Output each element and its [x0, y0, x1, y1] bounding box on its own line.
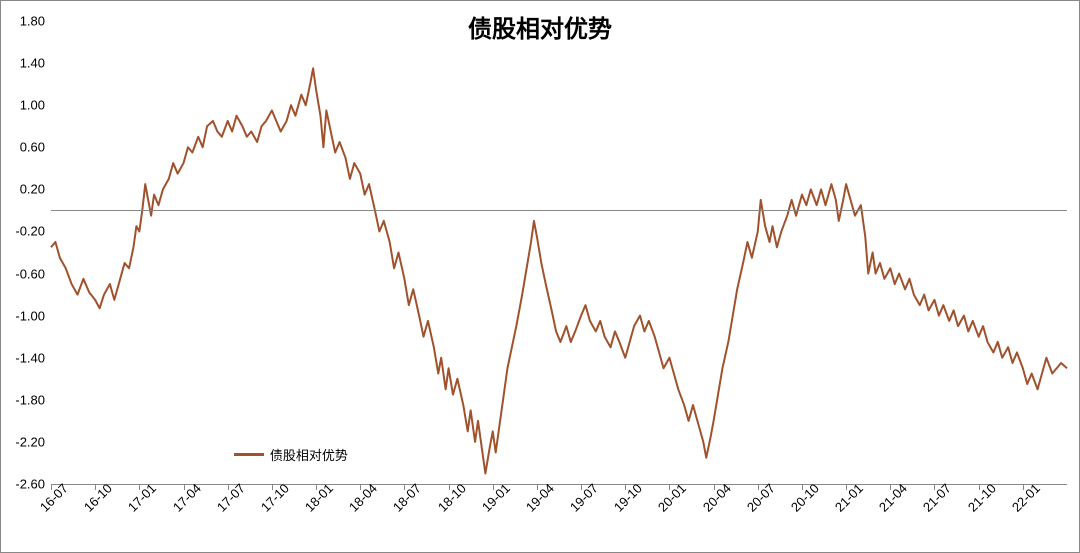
x-axis-line [51, 484, 1067, 485]
x-tick-label: 19-04 [523, 481, 557, 515]
plot-area: 1.801.401.000.600.20-0.20-0.60-1.00-1.40… [51, 21, 1067, 484]
x-tick-label: 18-04 [346, 481, 380, 515]
line-series [51, 21, 1067, 484]
x-tick-label: 16-10 [81, 481, 115, 515]
series-line [51, 68, 1067, 473]
legend-swatch [234, 453, 264, 456]
x-tick-label: 19-10 [611, 481, 645, 515]
zero-line [51, 210, 1067, 211]
y-tick-label: -1.00 [15, 308, 45, 323]
x-tick-label: 17-01 [125, 481, 159, 515]
x-tick-label: 22-01 [1009, 481, 1043, 515]
y-tick-label: -2.60 [15, 477, 45, 492]
x-tick-label: 17-07 [214, 481, 248, 515]
y-tick-label: -2.20 [15, 434, 45, 449]
x-tick-label: 21-07 [920, 481, 954, 515]
y-tick-label: -0.20 [15, 224, 45, 239]
x-tick-label: 18-07 [390, 481, 424, 515]
x-tick-label: 21-01 [832, 481, 866, 515]
y-tick-label: -0.60 [15, 266, 45, 281]
y-tick-label: 1.00 [20, 98, 45, 113]
y-tick-label: -1.40 [15, 350, 45, 365]
x-tick-label: 21-10 [965, 481, 999, 515]
x-tick-label: 19-01 [479, 481, 513, 515]
y-tick-label: 0.20 [20, 182, 45, 197]
x-tick-label: 20-04 [699, 481, 733, 515]
x-tick-label: 20-10 [788, 481, 822, 515]
legend: 债股相对优势 [234, 445, 348, 464]
y-tick-label: 0.60 [20, 140, 45, 155]
y-tick-label: -1.80 [15, 392, 45, 407]
chart-container: 债股相对优势 1.801.401.000.600.20-0.20-0.60-1.… [0, 0, 1080, 553]
x-tick-label: 19-07 [567, 481, 601, 515]
x-tick-label: 18-10 [434, 481, 468, 515]
x-tick-label: 20-01 [655, 481, 689, 515]
x-tick-label: 21-04 [876, 481, 910, 515]
x-tick-label: 17-04 [169, 481, 203, 515]
x-tick-label: 20-07 [744, 481, 778, 515]
y-tick-label: 1.80 [20, 14, 45, 29]
x-tick-label: 17-10 [258, 481, 292, 515]
y-tick-label: 1.40 [20, 56, 45, 71]
legend-label: 债股相对优势 [270, 445, 348, 464]
x-tick-label: 18-01 [302, 481, 336, 515]
